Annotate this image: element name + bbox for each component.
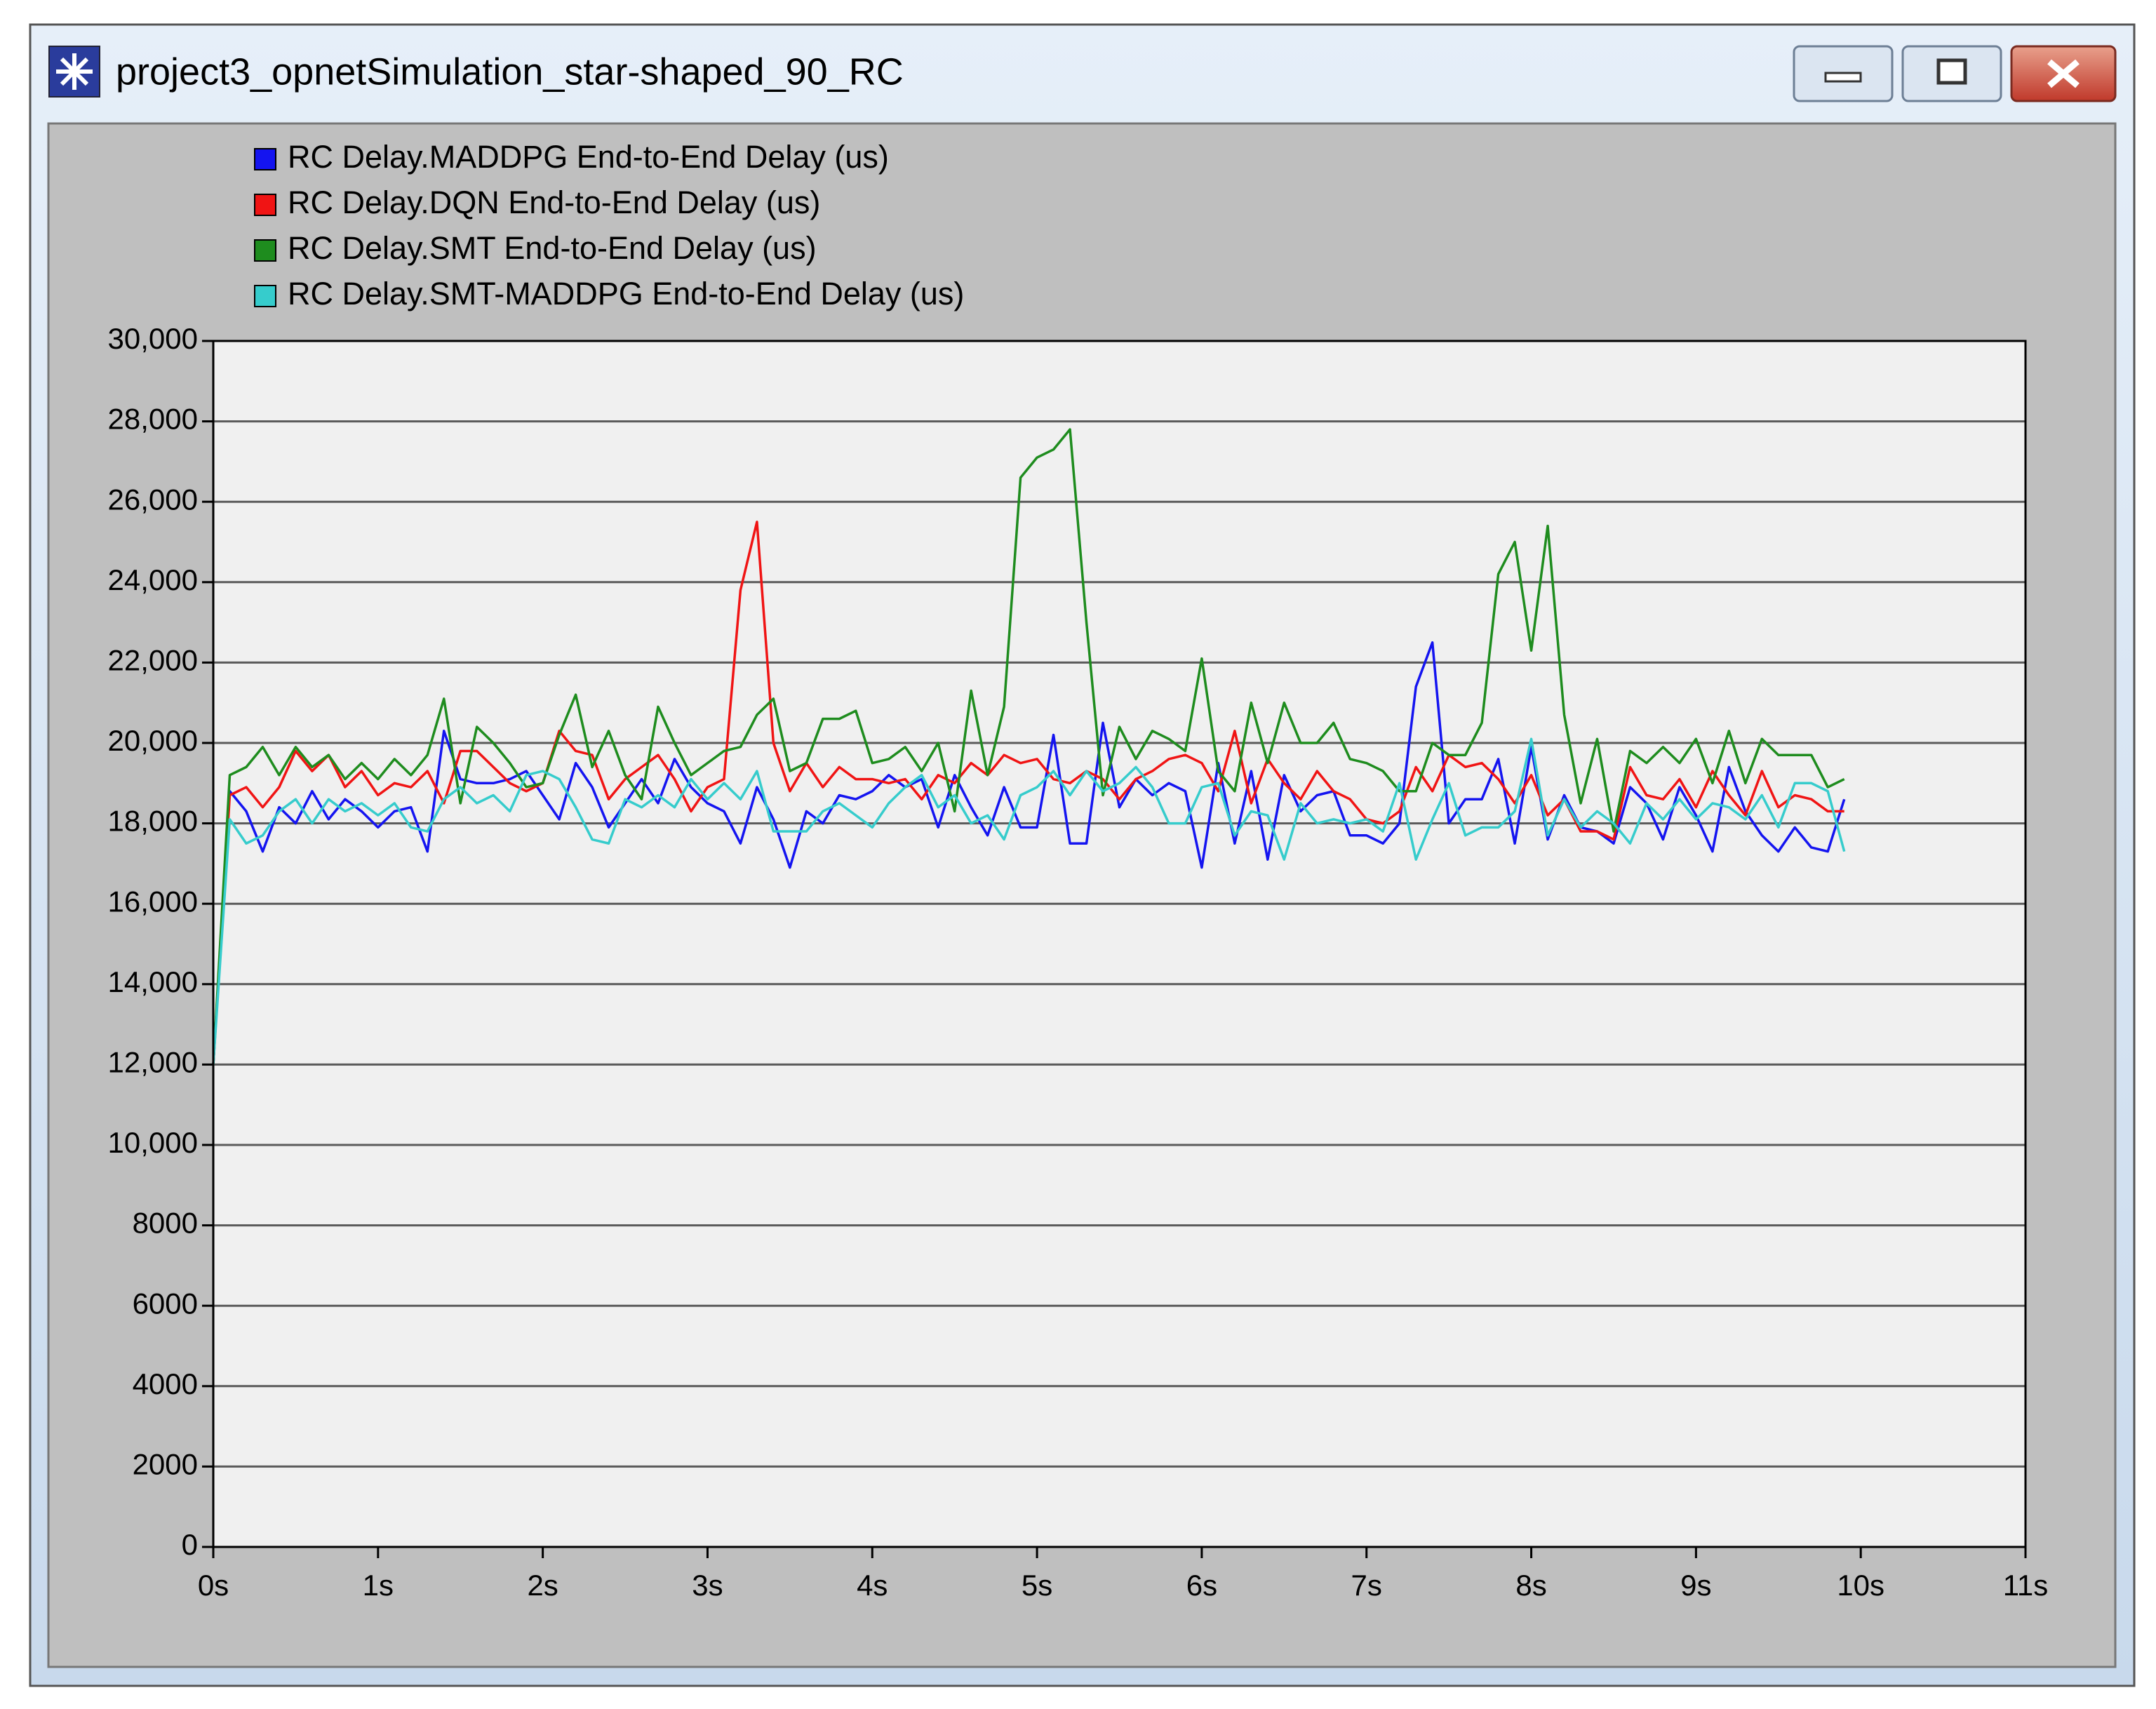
- x-tick-label: 1s: [363, 1569, 394, 1602]
- y-tick-label: 20,000: [108, 724, 198, 757]
- x-tick-label: 10s: [1837, 1569, 1884, 1602]
- x-tick-label: 9s: [1680, 1569, 1711, 1602]
- y-tick-label: 30,000: [108, 322, 198, 355]
- y-tick-label: 4000: [133, 1367, 198, 1400]
- close-glyph: [2047, 59, 2080, 88]
- x-tick-label: 4s: [857, 1569, 888, 1602]
- legend-label: RC Delay.MADDPG End-to-End Delay (us): [288, 139, 889, 175]
- legend-label: RC Delay.DQN End-to-End Delay (us): [288, 185, 820, 220]
- x-tick-label: 8s: [1515, 1569, 1546, 1602]
- x-tick-label: 6s: [1186, 1569, 1217, 1602]
- y-tick-label: 26,000: [108, 483, 198, 516]
- y-tick-label: 24,000: [108, 563, 198, 596]
- y-tick-label: 8000: [133, 1207, 198, 1240]
- minimize-glyph: [1824, 72, 1862, 83]
- x-tick-label: 11s: [2003, 1569, 2049, 1602]
- y-tick-label: 18,000: [108, 805, 198, 838]
- x-tick-label: 7s: [1351, 1569, 1382, 1602]
- y-tick-label: 0: [182, 1528, 198, 1561]
- x-tick-label: 5s: [1022, 1569, 1052, 1602]
- x-tick-label: 2s: [527, 1569, 558, 1602]
- plot-area: [213, 341, 2026, 1547]
- series-line: [212, 428, 1845, 1065]
- y-tick-label: 12,000: [108, 1045, 198, 1078]
- series-line: [212, 737, 1846, 1065]
- maximize-glyph: [1936, 58, 1967, 85]
- window-title: project3_opnetSimulation_star-shaped_90_…: [116, 51, 904, 93]
- x-tick-label: 0s: [198, 1569, 229, 1602]
- legend-swatch: [254, 148, 276, 170]
- x-tick-label: 3s: [692, 1569, 723, 1602]
- plot-border: [212, 340, 2027, 1548]
- legend-swatch: [254, 285, 276, 307]
- y-tick-label: 16,000: [108, 885, 198, 918]
- y-tick-label: 14,000: [108, 965, 198, 998]
- legend-label: RC Delay.SMT-MADDPG End-to-End Delay (us…: [288, 276, 964, 311]
- y-tick-label: 28,000: [108, 403, 198, 436]
- legend-swatch: [254, 239, 276, 262]
- legend-label: RC Delay.SMT End-to-End Delay (us): [288, 230, 817, 266]
- y-tick-label: 22,000: [108, 643, 198, 676]
- y-tick-label: 2000: [133, 1447, 198, 1480]
- app-icon-star: [56, 53, 93, 90]
- y-tick-label: 6000: [133, 1287, 198, 1320]
- legend-swatch: [254, 194, 276, 216]
- y-tick-label: 10,000: [108, 1126, 198, 1159]
